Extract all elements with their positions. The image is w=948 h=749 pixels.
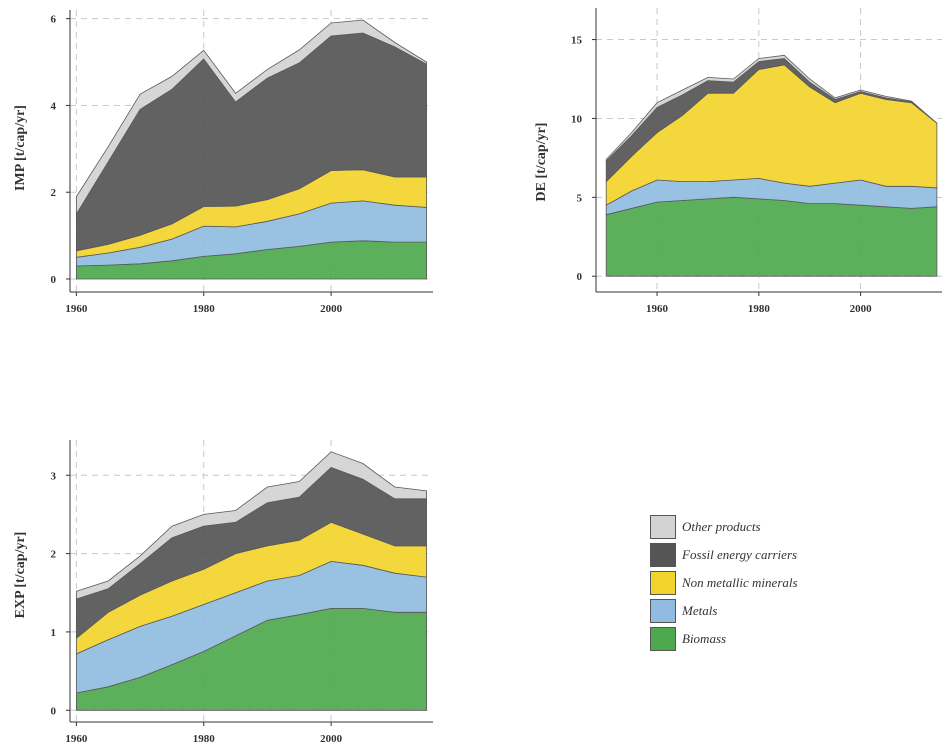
imp-area-other-products (76, 19, 427, 216)
legend-item-other-products: Other products (650, 513, 850, 541)
imp-y-tick-label-0: 0 (51, 274, 57, 286)
de-y-axis-label: DE [t/cap/yr] (534, 123, 549, 202)
de-area-other-products (605, 54, 938, 162)
imp-y-tick-label-2: 2 (51, 187, 57, 199)
exp-area-other-products (76, 451, 427, 600)
de-y-tick-label-5: 5 (577, 192, 583, 204)
imp-y-axis-label: IMP [t/cap/yr] (13, 105, 28, 191)
legend-label-metals: Metals (682, 603, 718, 618)
imp-x-tick-label-2000: 2000 (320, 303, 343, 315)
exp-y-tick-label-2: 2 (51, 549, 57, 561)
exp-y-tick-label-0: 0 (51, 705, 57, 717)
de-y-tick-label-15: 15 (571, 35, 583, 47)
imp-y-tick-label-4: 4 (51, 100, 57, 112)
legend: Other products Fossil energy carriers No… (650, 513, 850, 653)
exp-x-tick-label-1980: 1980 (193, 733, 216, 745)
exp-x-tick-label-1960: 1960 (65, 733, 88, 745)
legend-swatch-fossil-energy-carriers (650, 543, 676, 567)
imp-x-tick-label-1980: 1980 (193, 303, 216, 315)
exp-y-tick-label-1: 1 (51, 627, 57, 639)
legend-item-biomass: Biomass (650, 625, 850, 653)
de-y-tick-label-10: 10 (571, 113, 583, 125)
legend-swatch-metals (650, 599, 676, 623)
imp-x-tick-label-1960: 1960 (65, 303, 88, 315)
de-x-tick-label-2000: 2000 (850, 303, 873, 315)
legend-swatch-other-products (650, 515, 676, 539)
legend-swatch-non-metallic-minerals (650, 571, 676, 595)
exp-x-tick-label-2000: 2000 (320, 733, 343, 745)
legend-item-metals: Metals (650, 597, 850, 625)
de-x-tick-label-1960: 1960 (646, 303, 669, 315)
legend-label-fossil-energy-carriers: Fossil energy carriers (682, 547, 798, 562)
legend-label-biomass: Biomass (682, 631, 727, 646)
imp-y-tick-label-6: 6 (51, 14, 57, 26)
legend-label-other-products: Other products (682, 519, 761, 534)
exp-y-tick-label-3: 3 (51, 470, 57, 482)
legend-item-non-metallic-minerals: Non metallic minerals (650, 569, 850, 597)
de-x-tick-label-1980: 1980 (748, 303, 771, 315)
de-y-tick-label-0: 0 (577, 271, 583, 283)
de-area-biomass (605, 196, 938, 277)
legend-item-fossil-energy-carriers: Fossil energy carriers (650, 541, 850, 569)
legend-label-non-metallic-minerals: Non metallic minerals (682, 575, 798, 590)
legend-swatch-biomass (650, 627, 676, 651)
exp-y-axis-label: EXP [t/cap/yr] (13, 532, 28, 619)
